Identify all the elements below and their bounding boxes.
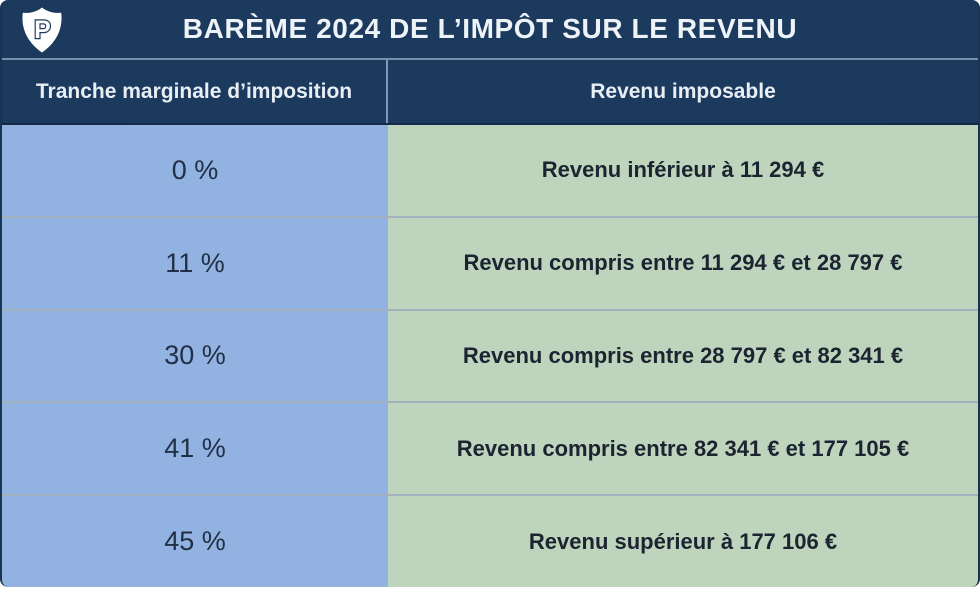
table-body: 0 % Revenu inférieur à 11 294 € 11 % Rev… [2, 125, 978, 587]
shield-logo-icon: P [18, 6, 66, 54]
column-header-tranche-marginale: Tranche marginale d’imposition [2, 60, 388, 123]
tax-rate-cell: 11 % [2, 217, 388, 309]
tax-rate-cell: 0 % [2, 125, 388, 216]
income-range-cell: Revenu compris entre 28 797 € et 82 341 … [388, 310, 978, 402]
column-header-revenu-imposable: Revenu imposable [590, 79, 776, 103]
table-row: 0 % Revenu inférieur à 11 294 € [2, 125, 978, 216]
table-row: 41 % Revenu compris entre 82 341 € et 17… [2, 401, 978, 495]
tax-rate-cell: 41 % [2, 403, 388, 495]
tax-rate-cell: 45 % [2, 496, 388, 587]
title-bar: P BARÈME 2024 DE L’IMPÔT SUR LE REVENU [2, 0, 978, 58]
income-range-cell: Revenu supérieur à 177 106 € [388, 496, 978, 587]
income-range-cell: Revenu compris entre 82 341 € et 177 105… [388, 403, 978, 495]
table-row: 11 % Revenu compris entre 11 294 € et 28… [2, 215, 978, 309]
page-title: BARÈME 2024 DE L’IMPÔT SUR LE REVENU [182, 13, 798, 44]
income-range-cell: Revenu compris entre 11 294 € et 28 797 … [388, 217, 978, 309]
tax-rate-cell: 30 % [2, 310, 388, 402]
income-range-cell: Revenu inférieur à 11 294 € [388, 125, 978, 216]
table-header-row: Tranche marginale d’imposition Revenu im… [2, 58, 978, 125]
table-row: 30 % Revenu compris entre 28 797 € et 82… [2, 308, 978, 402]
table-row: 45 % Revenu supérieur à 177 106 € [2, 494, 978, 587]
logo-letter: P [34, 16, 51, 44]
